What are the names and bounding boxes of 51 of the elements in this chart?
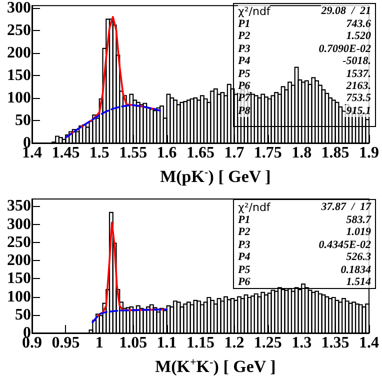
y-tick-label: 100: [7, 288, 31, 306]
x-tick-label: 1.1: [156, 334, 177, 352]
text: P2 1.520: [238, 30, 371, 42]
text: P5 0.1834: [238, 264, 371, 276]
x-tick-label: 1.7: [224, 144, 244, 162]
x-tick-label: 1.25: [254, 334, 282, 352]
text: χ²/ndf 29.08 / 21: [238, 5, 371, 18]
x-tick-label: 1.65: [186, 144, 214, 162]
text: P1 743.6: [238, 18, 371, 30]
text: P7 753.5: [238, 92, 371, 104]
text: P6 1.514: [238, 276, 371, 288]
x-tick-label: 1.55: [119, 144, 148, 162]
x-tick-label: 1.15: [186, 334, 214, 352]
x-tick-label: 1.85: [321, 144, 350, 162]
y-tick-label: 200: [7, 44, 31, 62]
y-tick-label: 300: [7, 0, 31, 16]
x-tick-label: 1.6: [156, 144, 177, 162]
text: P3 0.7090E-02: [238, 42, 371, 55]
y-tick-label: 200: [7, 252, 31, 270]
y-tick-label: 250: [7, 22, 31, 39]
x-tick-label: 1.5: [89, 144, 110, 162]
y-tick-label: 150: [7, 270, 31, 288]
y-tick-label: 250: [7, 234, 31, 251]
y-tick-label: 100: [7, 89, 31, 106]
text: P3 0.4345E-02: [238, 238, 371, 251]
text: P6 2163.: [238, 80, 371, 92]
text: P5 1537.: [238, 68, 371, 80]
y-tick-label: 150: [7, 66, 31, 84]
text: χ²/ndf 37.87 / 17: [238, 201, 371, 214]
x-tick-label: 1.05: [119, 334, 148, 352]
y-tick-label: 300: [7, 216, 31, 233]
x-tick-label: 1: [95, 334, 104, 352]
y-tick-label: 350: [7, 198, 31, 215]
x-tick-label: 1.45: [52, 144, 80, 162]
x-axis-title: M(pK-) [ GeV ]: [160, 166, 271, 186]
y-tick-label: 50: [15, 112, 31, 129]
text: P4 -5018.: [238, 55, 371, 68]
x-tick-label: 1.9: [359, 144, 379, 162]
text: P2 1.019: [238, 226, 371, 238]
x-tick-label: 1.3: [292, 334, 312, 352]
text: P1 583.7: [238, 214, 371, 226]
x-tick-label: 0.95: [52, 334, 80, 352]
x-tick-label: 1.4: [359, 334, 379, 352]
x-tick-label: 1.2: [224, 334, 244, 352]
x-tick-label: 1.75: [254, 144, 282, 162]
x-tick-label: 1.8: [292, 144, 312, 162]
x-axis-title: M(K+K-) [ GeV ]: [155, 356, 276, 376]
x-tick-label: 1.35: [321, 334, 350, 352]
y-tick-label: 50: [15, 306, 31, 324]
text: P8 -915.1: [238, 104, 371, 117]
text: P4 526.3: [238, 251, 371, 264]
